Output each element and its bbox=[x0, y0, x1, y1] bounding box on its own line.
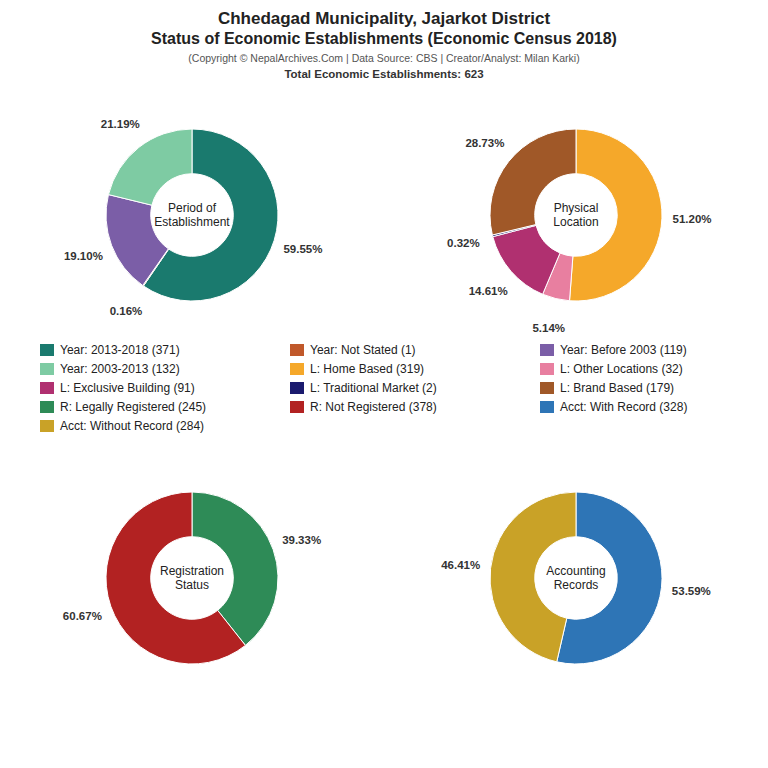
slice bbox=[108, 129, 192, 205]
data-label: 28.73% bbox=[465, 137, 504, 149]
data-label: 60.67% bbox=[63, 610, 102, 622]
data-label: 21.19% bbox=[101, 118, 140, 130]
slice bbox=[106, 492, 245, 664]
annotation: Total Economic Establishments: 623 bbox=[284, 68, 483, 80]
legend-item: L: Traditional Market (2) bbox=[290, 381, 437, 395]
data-label: 0.16% bbox=[110, 305, 143, 317]
slice bbox=[493, 225, 560, 294]
data-labels: 59.55% 0.16% 19.10% 21.19% bbox=[64, 118, 323, 317]
legend-swatch bbox=[290, 363, 304, 375]
slices bbox=[490, 492, 662, 664]
legend-item: Year: 2013-2018 (371) bbox=[40, 343, 180, 357]
chart-title: PhysicalLocation bbox=[553, 201, 598, 229]
slice bbox=[106, 195, 168, 286]
data-label: 0.32% bbox=[447, 237, 480, 249]
data-label: 51.20% bbox=[673, 213, 712, 225]
legend-swatch bbox=[290, 344, 304, 356]
legend-item: Acct: With Record (328) bbox=[540, 400, 687, 414]
data-label: 59.55% bbox=[283, 243, 322, 255]
donut-chart: AccountingRecords 53.59% 46.41% bbox=[441, 492, 711, 664]
legend-label: Year: Not Stated (1) bbox=[310, 343, 416, 357]
data-labels: 51.20% 5.14% 14.61% 0.32% 28.73% bbox=[447, 137, 711, 334]
legend-label: L: Traditional Market (2) bbox=[310, 381, 437, 395]
legend-label: L: Exclusive Building (91) bbox=[60, 381, 195, 395]
legend-item: Year: Not Stated (1) bbox=[290, 343, 416, 357]
legend-swatch bbox=[540, 382, 554, 394]
legend-item: L: Home Based (319) bbox=[290, 362, 424, 376]
donut-chart: Period ofEstablishment 59.55% 0.16% 19.10% 2… bbox=[64, 118, 323, 317]
subtitle: (Copyright © NepalArchives.Com | Data So… bbox=[188, 52, 579, 64]
chart-title: AccountingRecords bbox=[546, 564, 605, 592]
data-label: 19.10% bbox=[64, 250, 103, 262]
legend-label: L: Home Based (319) bbox=[310, 362, 424, 376]
slices bbox=[490, 129, 662, 301]
legend-swatch bbox=[540, 363, 554, 375]
legend-label: Acct: With Record (328) bbox=[560, 400, 687, 414]
donut-chart: PhysicalLocation 51.20% 5.14% 14.61% 0.32% 28… bbox=[447, 129, 711, 334]
data-labels: 39.33% 60.67% bbox=[63, 534, 321, 622]
legend-label: Acct: Without Record (284) bbox=[60, 419, 204, 433]
data-label: 53.59% bbox=[672, 585, 711, 597]
title: Status of Economic Establishments (Econo… bbox=[151, 30, 617, 47]
legend-label: R: Not Registered (378) bbox=[310, 400, 437, 414]
legend-label: Year: 2003-2013 (132) bbox=[60, 362, 180, 376]
legend-label: Year: Before 2003 (119) bbox=[560, 343, 687, 357]
chart-root: Chhedagad Municipality, Jajarkot Distric… bbox=[0, 0, 768, 768]
legend-item: L: Exclusive Building (91) bbox=[40, 381, 195, 395]
slices bbox=[106, 492, 278, 664]
data-labels: 53.59% 46.41% bbox=[441, 559, 711, 597]
legend-label: R: Legally Registered (245) bbox=[60, 400, 206, 414]
legend-label: Year: 2013-2018 (371) bbox=[60, 343, 180, 357]
chart-title: RegistrationStatus bbox=[160, 564, 224, 592]
data-label: 46.41% bbox=[441, 559, 480, 571]
legend-swatch bbox=[40, 401, 54, 413]
chart-title: Period ofEstablishment bbox=[154, 201, 230, 229]
data-label: 14.61% bbox=[469, 285, 508, 297]
legend-swatch bbox=[290, 401, 304, 413]
legend-label: L: Other Locations (32) bbox=[560, 362, 683, 376]
data-label: 39.33% bbox=[282, 534, 321, 546]
legend-swatch bbox=[540, 401, 554, 413]
legend-item: Year: 2003-2013 (132) bbox=[40, 362, 180, 376]
title: Chhedagad Municipality, Jajarkot Distric… bbox=[218, 9, 551, 28]
legend-item: R: Legally Registered (245) bbox=[40, 400, 206, 414]
legend-item: R: Not Registered (378) bbox=[290, 400, 437, 414]
legend-swatch bbox=[40, 420, 54, 432]
legend-swatch bbox=[40, 363, 54, 375]
legend-swatch bbox=[40, 382, 54, 394]
donut-chart: RegistrationStatus 39.33% 60.67% bbox=[63, 492, 321, 664]
legend-item: L: Brand Based (179) bbox=[540, 381, 674, 395]
legend-swatch bbox=[540, 344, 554, 356]
legend-item: L: Other Locations (32) bbox=[540, 362, 683, 376]
legend-swatch bbox=[290, 382, 304, 394]
data-label: 5.14% bbox=[532, 322, 565, 334]
slices bbox=[106, 129, 278, 301]
legend: Year: 2013-2018 (371) Year: Not Stated (1… bbox=[40, 343, 687, 433]
legend-swatch bbox=[40, 344, 54, 356]
legend-item: Year: Before 2003 (119) bbox=[540, 343, 687, 357]
legend-label: L: Brand Based (179) bbox=[560, 381, 674, 395]
legend-item: Acct: Without Record (284) bbox=[40, 419, 204, 433]
